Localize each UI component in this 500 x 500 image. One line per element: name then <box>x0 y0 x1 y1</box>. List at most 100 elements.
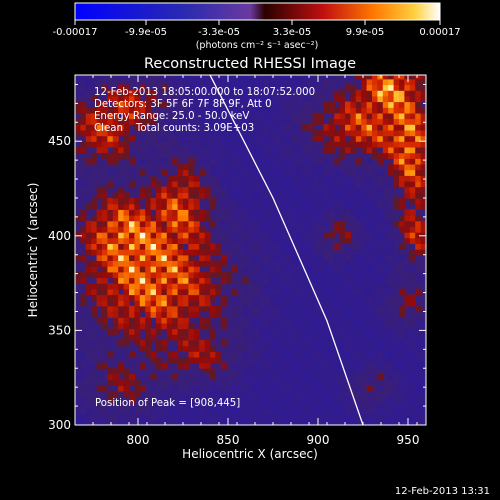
heatmap-cell <box>296 294 303 301</box>
heatmap-cell <box>258 300 265 307</box>
heatmap-cell <box>204 396 211 403</box>
heatmap-cell <box>188 283 195 290</box>
heatmap-cell <box>355 101 362 108</box>
heatmap-cell <box>253 345 260 352</box>
heatmap-cell <box>399 396 405 403</box>
heatmap-cell <box>393 328 400 335</box>
heatmap-cell <box>372 220 378 227</box>
heatmap-cell <box>301 220 308 227</box>
heatmap-cell <box>134 390 141 398</box>
heatmap-cell <box>123 209 130 216</box>
heatmap-cell <box>253 198 260 205</box>
heatmap-cell <box>269 322 276 330</box>
heatmap-cell <box>280 317 287 324</box>
x-tick-label: 800 <box>127 433 150 447</box>
heatmap-cell <box>377 385 384 392</box>
heatmap-cell <box>172 124 179 131</box>
heatmap-cell <box>242 84 249 91</box>
heatmap-cell <box>339 129 346 137</box>
heatmap-cell <box>129 107 135 114</box>
heatmap-cell <box>318 373 324 381</box>
heatmap-cell <box>307 351 314 358</box>
heatmap-cell <box>150 152 157 159</box>
heatmap-cell <box>75 180 81 188</box>
heatmap-cell <box>415 232 422 239</box>
heatmap-cell <box>377 311 384 318</box>
heatmap-cell <box>172 203 179 210</box>
heatmap-cell <box>312 198 319 205</box>
heatmap-cell <box>291 209 297 216</box>
heatmap-cell <box>274 192 281 199</box>
heatmap-cell <box>366 351 373 358</box>
heatmap-cell <box>80 356 87 364</box>
heatmap-cell <box>237 152 243 159</box>
heatmap-cell <box>301 283 308 290</box>
heatmap-cell <box>183 169 189 176</box>
heatmap-cell <box>366 78 373 86</box>
heatmap-cell <box>123 277 130 284</box>
heatmap-cell <box>231 379 238 386</box>
heatmap-cell <box>307 158 314 165</box>
heatmap-cell <box>91 84 98 91</box>
heatmap-cell <box>242 396 249 403</box>
heatmap-cell <box>269 351 276 358</box>
heatmap-cell <box>355 356 362 364</box>
heatmap-cell <box>193 260 200 267</box>
heatmap-cell <box>361 146 368 154</box>
heatmap-cell <box>372 277 378 284</box>
heatmap-cell <box>415 95 422 103</box>
heatmap-cell <box>220 220 227 227</box>
heatmap-cell <box>210 408 216 415</box>
heatmap-cell <box>274 146 281 154</box>
heatmap-cell <box>177 402 184 409</box>
heatmap-cell <box>307 300 314 307</box>
heatmap-cell <box>280 288 287 296</box>
heatmap-cell <box>404 413 411 420</box>
heatmap-cell <box>231 124 238 131</box>
heatmap-cell <box>226 135 233 142</box>
heatmap-cell <box>318 180 324 188</box>
heatmap-cell <box>231 254 238 261</box>
heatmap-cell <box>328 129 335 137</box>
heatmap-cell <box>318 78 324 86</box>
heatmap-cell <box>156 288 162 296</box>
heatmap-cell <box>323 163 330 171</box>
heatmap-cell <box>377 294 384 301</box>
heatmap-cell <box>156 345 162 352</box>
heatmap-cell <box>172 254 179 261</box>
heatmap-cell <box>134 311 141 318</box>
heatmap-cell <box>339 175 346 182</box>
heatmap-cell <box>361 75 368 80</box>
heatmap-cell <box>415 351 422 358</box>
heatmap-cell <box>188 220 195 227</box>
heatmap-cell <box>296 413 303 420</box>
heatmap-cell <box>107 328 114 335</box>
heatmap-cell <box>118 379 125 386</box>
heatmap-cell <box>404 232 411 239</box>
heatmap-cell <box>264 186 270 193</box>
heatmap-cell <box>372 180 378 188</box>
heatmap-cell <box>409 158 416 165</box>
heatmap-cell <box>280 169 287 176</box>
heatmap-cell <box>183 75 189 80</box>
heatmap-cell <box>102 300 108 307</box>
heatmap-cell <box>172 356 179 364</box>
heatmap-cell <box>301 215 308 222</box>
heatmap-cell <box>172 322 179 330</box>
heatmap-cell <box>258 334 265 341</box>
heatmap-cell <box>420 368 426 375</box>
heatmap-cell <box>156 266 162 273</box>
heatmap-cell <box>226 277 233 284</box>
heatmap-cell <box>393 78 400 86</box>
heatmap-cell <box>388 356 395 364</box>
heatmap-cell <box>415 402 422 409</box>
heatmap-cell <box>409 339 416 347</box>
heatmap-cell <box>107 141 114 148</box>
heatmap-cell <box>199 300 206 307</box>
heatmap-cell <box>393 379 400 386</box>
heatmap-cell <box>420 146 426 154</box>
heatmap-cell <box>285 271 292 279</box>
heatmap-cell <box>355 169 362 176</box>
heatmap-cell <box>264 379 270 386</box>
heatmap-cell <box>193 112 200 120</box>
